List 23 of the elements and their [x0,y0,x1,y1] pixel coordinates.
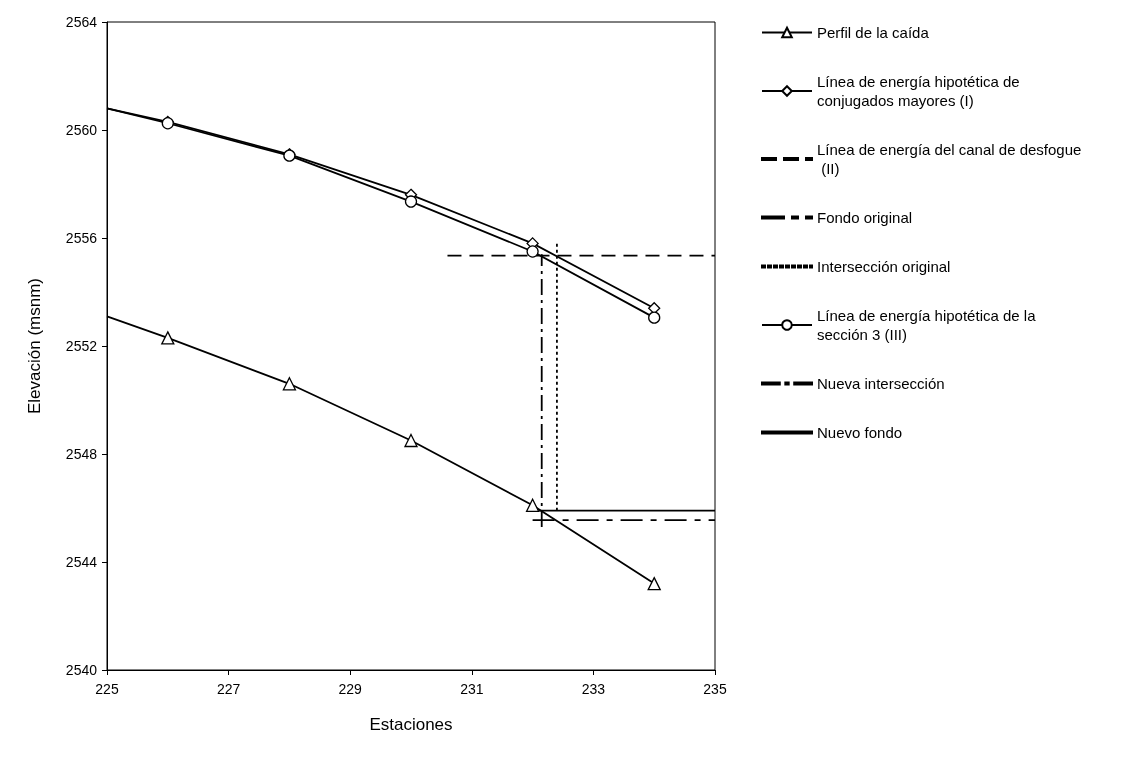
x-tick-label: 225 [95,681,119,697]
legend-label: Perfil de la caída [817,24,930,41]
y-tick-label: 2560 [65,122,98,138]
x-tick-label: 229 [338,681,363,697]
x-tick-label: 233 [581,681,606,697]
y-tick-label: 2544 [65,554,98,570]
y-tick-label: 2556 [65,230,98,246]
y-tick-label: 2564 [65,14,98,30]
legend-label: Intersección original [817,258,951,275]
x-tick-label: 235 [703,681,727,697]
legend-label: Nueva intersección [817,375,945,392]
y-tick-label: 2540 [65,662,98,678]
y-tick-label: 2548 [65,446,98,462]
x-axis-title: Estaciones [369,715,453,734]
x-tick-label: 227 [216,681,241,697]
legend-label: Línea de energía hipotética de la sección 3 (III) [817,307,1040,343]
x-tick-label: 231 [460,681,484,697]
y-axis-title: Elevación (msnm) [25,277,44,415]
y-tick-label: 2552 [65,338,98,354]
legend-label: Fondo original [817,209,913,226]
legend-label: Nuevo fondo [817,424,903,441]
legend-label: Línea de energía hipotética de conjugados mayores (I) [817,73,1024,109]
legend-label: Línea de energía del canal de desfogue (II) [817,141,1082,177]
